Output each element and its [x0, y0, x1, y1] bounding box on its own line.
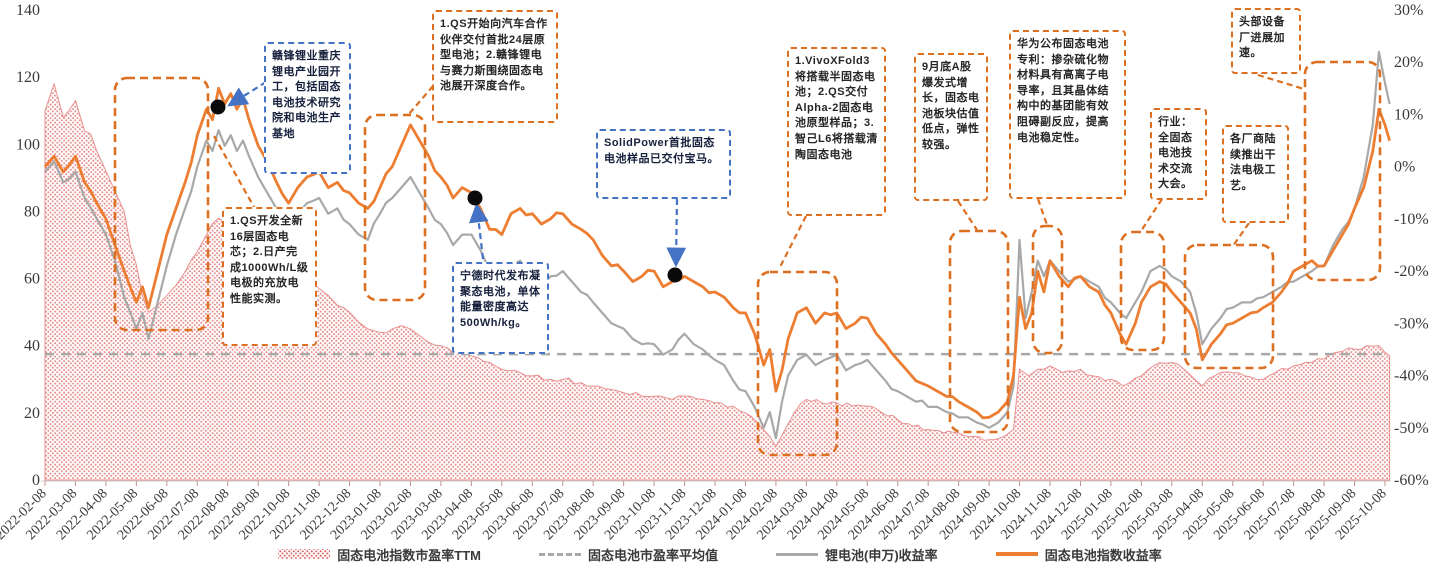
right-axis-label: -50%	[1394, 420, 1429, 437]
blue-pointer-arrow	[468, 202, 489, 260]
callout-qs-24layer: 1.QS开始向汽车合作伙伴交付首批24层原型电池；2.赣锋锂电与赛力斯围绕固态电…	[432, 10, 558, 123]
highlight-box	[1031, 224, 1064, 355]
legend-item-3: 锂电池(申万)收益率	[776, 545, 938, 564]
blue-pointer-arrow	[666, 198, 687, 268]
callout-sep-a-share: 9月底A股爆发式增长，固态电池板块估值低点，弹性较强。	[914, 53, 988, 201]
callout-ganfeng-park: 赣锋锂业重庆锂电产业园开工，包括固态电池技术研究院和电池生产基地	[264, 42, 351, 174]
left-axis-label: 20	[24, 405, 40, 422]
callout-head-equipment: 头部设备厂进展加速。	[1231, 8, 1301, 74]
legend-label: 固态电池市盈率平均值	[588, 547, 719, 563]
event-dot	[210, 99, 226, 115]
right-axis-label: -10%	[1394, 211, 1429, 228]
legend-label: 锂电池(申万)收益率	[825, 547, 938, 563]
callout-dry-electrode: 各厂商陆续推出干法电极工艺。	[1222, 125, 1289, 223]
left-axis-label: 120	[16, 69, 40, 86]
legend-label: 固态电池指数市盈率TTM	[337, 547, 481, 563]
legend-item-1: 固态电池指数市盈率TTM	[278, 545, 481, 564]
right-axis-label: 10%	[1394, 106, 1423, 123]
callout-huawei-patent: 华为公布固态电池专利：掺杂硫化物材料具有高离子电导率，且其晶体结构中的基团能有效…	[1009, 30, 1126, 199]
event-dot	[467, 190, 483, 206]
highlight-box	[948, 229, 1010, 434]
highlight-box	[113, 76, 210, 332]
right-axis-label: -20%	[1394, 263, 1429, 280]
highlight-box	[363, 113, 427, 302]
legend-item-4: 固态电池指数收益率	[995, 545, 1162, 564]
lithium-battery-return-line	[44, 50, 1391, 440]
chart-legend: 固态电池指数市盈率TTM 固态电池市盈率平均值 锂电池(申万)收益率 固态电池指数收益…	[0, 541, 1440, 567]
right-axis-label: -60%	[1394, 472, 1429, 489]
callout-solidpower-bmw: SolidPower首批固态电池样品已交付宝马。	[596, 129, 731, 199]
right-axis-label: -30%	[1394, 315, 1429, 332]
highlight-box	[1119, 230, 1166, 352]
callout-vivo-qs-zhiji: 1.VivoXFold3将搭载半固态电池；2.QS交付Alpha-2固态电池原型…	[787, 47, 886, 216]
orange-pointer-line	[957, 200, 978, 231]
highlight-box	[1303, 60, 1382, 282]
right-axis-label: -40%	[1394, 368, 1429, 385]
event-dot	[667, 267, 683, 283]
callout-qs-16layer: 1.QS开发全新16层固态电芯；2.日产完成1000Wh/L级电极的充放电性能实…	[222, 207, 317, 346]
left-axis-label: 60	[24, 271, 40, 288]
blue-pointer-arrow	[227, 81, 267, 107]
legend-swatch-gray-line-icon	[776, 552, 819, 556]
orange-pointer-line	[1257, 73, 1305, 91]
legend-label: 固态电池指数收益率	[1044, 547, 1162, 563]
orange-pointer-line	[1140, 198, 1163, 232]
left-axis-label: 140	[16, 2, 40, 19]
orange-pointer-line	[1036, 198, 1049, 226]
callout-industry-conference: 行业：全固态电池技术交流大会。	[1150, 108, 1207, 201]
left-axis-label: 100	[16, 136, 40, 153]
right-axis-label: 0%	[1394, 159, 1415, 176]
legend-swatch-dash-icon	[539, 552, 581, 556]
legend-swatch-orange-line-icon	[995, 552, 1038, 556]
right-axis-label: 20%	[1394, 54, 1423, 71]
orange-pointer-line	[1232, 222, 1250, 247]
callout-catl-condensed: 宁德时代发布凝聚态电池，单体能量密度高达500Wh/kg。	[452, 262, 549, 354]
left-axis-label: 80	[24, 203, 40, 220]
left-axis-label: 0	[32, 472, 40, 489]
orange-pointer-line	[408, 85, 434, 115]
orange-pointer-line	[213, 135, 255, 208]
legend-swatch-pattern-icon	[278, 549, 331, 559]
orange-pointer-line	[778, 215, 807, 270]
highlight-box	[1183, 243, 1275, 370]
highlight-box	[756, 270, 839, 457]
left-axis-label: 40	[24, 338, 40, 355]
legend-item-2: 固态电池市盈率平均值	[539, 545, 718, 564]
right-axis-label: 30%	[1394, 2, 1423, 19]
